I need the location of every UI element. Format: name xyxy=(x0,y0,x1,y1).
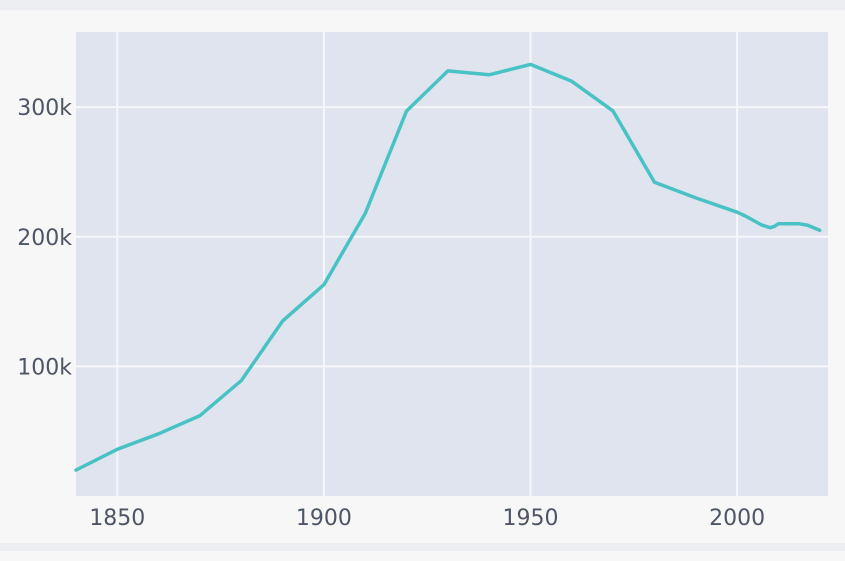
x-tick-label: 2000 xyxy=(709,506,765,531)
gridlines xyxy=(76,32,828,496)
population-line-chart: 1850 1900 1950 2000 100k 200k 300k xyxy=(17,32,828,531)
x-tick-label: 1950 xyxy=(503,506,559,531)
plot-area xyxy=(76,32,828,496)
y-tick-label: 300k xyxy=(17,96,72,121)
y-axis-ticks: 100k 200k 300k xyxy=(17,96,72,380)
x-tick-label: 1900 xyxy=(296,506,352,531)
y-tick-label: 200k xyxy=(17,226,72,251)
series-lines xyxy=(74,62,822,472)
series-line xyxy=(74,62,822,472)
x-axis-ticks: 1850 1900 1950 2000 xyxy=(89,506,765,531)
x-tick-label: 1850 xyxy=(89,506,145,531)
y-tick-label: 100k xyxy=(17,355,72,380)
